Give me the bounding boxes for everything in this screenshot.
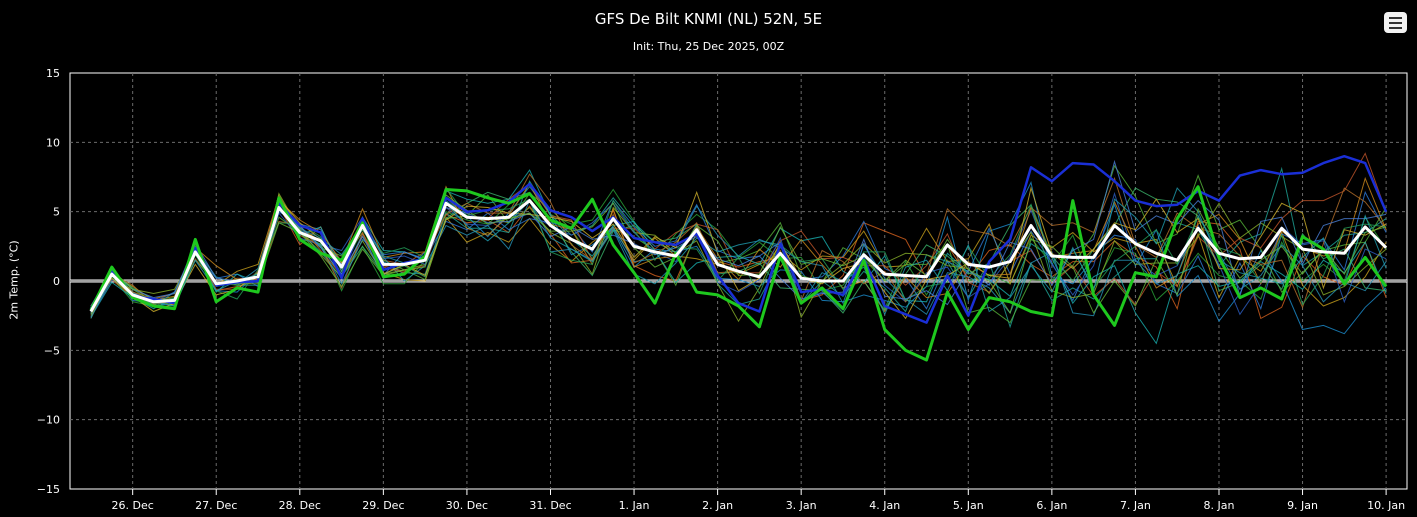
y-tick-label: 10 (46, 136, 60, 149)
y-tick-label: 0 (53, 275, 60, 288)
x-tick-label: 30. Dec (446, 499, 488, 512)
x-tick-label: 2. Jan (702, 499, 733, 512)
y-tick-label: 15 (46, 67, 60, 80)
y-tick-label: −10 (37, 414, 60, 427)
menu-bar (1389, 17, 1402, 19)
chart-subtitle: Init: Thu, 25 Dec 2025, 00Z (632, 40, 785, 53)
x-tick-label: 6. Jan (1036, 499, 1067, 512)
hamburger-menu-icon[interactable] (1384, 12, 1407, 33)
x-tick-label: 4. Jan (869, 499, 900, 512)
x-tick-label: 29. Dec (362, 499, 404, 512)
x-tick-label: 9. Jan (1287, 499, 1318, 512)
x-tick-label: 5. Jan (953, 499, 984, 512)
x-tick-label: 1. Jan (619, 499, 650, 512)
x-tick-label: 7. Jan (1120, 499, 1151, 512)
ensemble-member-line (90, 176, 1387, 319)
ensemble-member-line (90, 194, 1387, 315)
y-tick-label: 5 (53, 206, 60, 219)
x-tick-label: 8. Jan (1204, 499, 1235, 512)
x-tick-label: 26. Dec (112, 499, 154, 512)
y-tick-label: −5 (44, 344, 60, 357)
x-tick-label: 31. Dec (529, 499, 571, 512)
menu-bar (1389, 27, 1402, 29)
operational-series-line (89, 185, 1388, 362)
menu-bar (1389, 22, 1402, 24)
y-tick-label: −15 (37, 483, 60, 496)
chart-title: GFS De Bilt KNMI (NL) 52N, 5E (594, 10, 823, 28)
ensemble-member-line (90, 152, 1387, 307)
x-tick-label: 28. Dec (279, 499, 321, 512)
x-tick-label: 27. Dec (195, 499, 237, 512)
control-series-line (89, 154, 1388, 324)
ensemble-member-line (90, 187, 1387, 319)
mean-series-line (89, 199, 1388, 313)
x-tick-label: 10. Jan (1367, 499, 1405, 512)
ensemble-member-line (90, 192, 1387, 323)
x-tick-label: 3. Jan (786, 499, 817, 512)
